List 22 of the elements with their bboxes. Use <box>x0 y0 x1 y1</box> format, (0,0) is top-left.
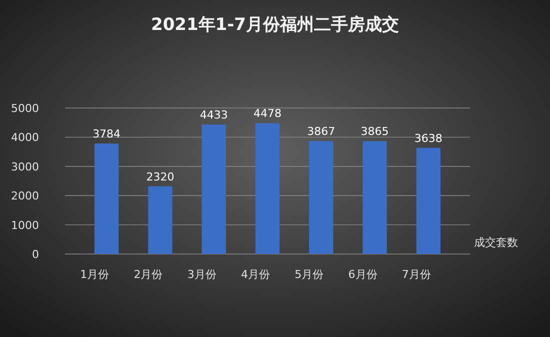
y-tick-label: 5000 <box>11 102 39 115</box>
x-tick-label: 3月份 <box>187 268 216 281</box>
x-tick-label: 5月份 <box>294 268 324 281</box>
data-label: 4433 <box>200 108 228 122</box>
x-tick-label: 6月份 <box>348 268 378 281</box>
y-tick-label: 2000 <box>11 190 39 203</box>
data-label: 2320 <box>146 170 174 184</box>
x-tick-label: 2月份 <box>134 268 163 281</box>
data-label: 3865 <box>360 125 389 138</box>
y-tick-label: 4000 <box>11 131 39 144</box>
data-label: 3638 <box>414 132 442 145</box>
chart-title: 2021年1-7月份福州二手房成交 <box>150 15 400 35</box>
data-label: 4478 <box>254 107 282 120</box>
x-axis-title: 成交套数 <box>474 236 518 249</box>
data-label: 3784 <box>92 128 121 141</box>
x-tick-label: 1月份 <box>80 268 110 281</box>
y-tick-label: 3000 <box>11 160 39 174</box>
data-label: 3867 <box>307 125 336 138</box>
x-tick-label: 7月份 <box>402 268 431 281</box>
y-tick-label: 0 <box>32 248 39 261</box>
y-tick-label: 1000 <box>11 218 39 232</box>
x-tick-label: 4月份 <box>241 268 270 281</box>
